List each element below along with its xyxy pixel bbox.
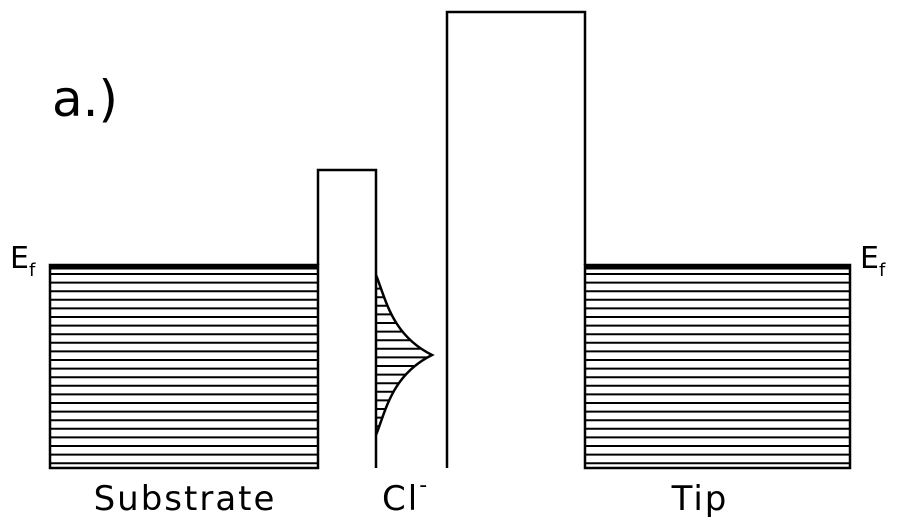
cl-state bbox=[374, 274, 435, 436]
symbol: E bbox=[860, 241, 879, 276]
panel-label: a.) bbox=[52, 70, 118, 128]
superscript: - bbox=[419, 473, 429, 498]
substrate-label: Substrate bbox=[94, 479, 277, 519]
tip-label: Tip bbox=[671, 479, 729, 519]
vacuum-barrier bbox=[445, 10, 587, 468]
band-outline bbox=[48, 10, 852, 470]
subscript: f bbox=[879, 260, 886, 281]
hatching bbox=[50, 273, 850, 465]
fermi-label: Ef bbox=[10, 241, 36, 281]
label: Cl bbox=[382, 479, 419, 519]
fermi-label: Ef bbox=[860, 241, 886, 281]
adsorbate-label: Cl- bbox=[382, 473, 429, 519]
symbol: E bbox=[10, 241, 29, 276]
adsorbate-barrier bbox=[316, 168, 378, 468]
subscript: f bbox=[29, 260, 36, 281]
